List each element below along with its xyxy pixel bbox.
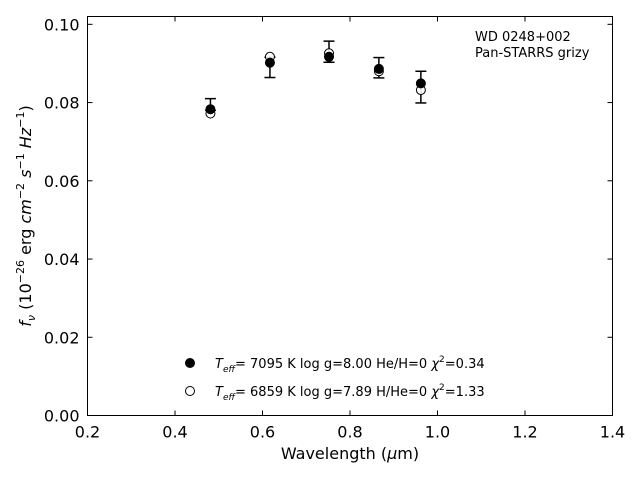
y-tick-label: 0.06 [44,172,80,191]
model-point-filled [205,104,216,115]
x-tick-label: 1.2 [512,423,537,442]
y-tick-label: 0.00 [44,407,80,426]
axis-ticks: 0.2 0.4 0.6 0.8 1.0 1.2 1.4 0.00 0.02 0.04 0.06 0.0… [44,15,625,441]
x-tick-label: 1.4 [600,423,625,442]
annotation-line-1: WD 0248+002 [475,30,571,45]
legend-1-teff: 7095 K [250,357,296,372]
x-tick-label: 0.4 [162,423,187,442]
legend-marker-open [185,386,195,396]
legend-entry-2: Teff= 6859 K log g=7.89 H/He=0 χ2=1.33 [215,383,485,403]
model-point-filled [373,63,384,74]
y-tick-label: 0.04 [44,250,80,269]
legend-1-chi: =0.34 [445,357,485,372]
annotation-line-2: Pan-STARRS grizy [475,46,590,61]
plot-frame [87,16,613,416]
legend-2-chi: =1.33 [445,385,485,400]
model-point-filled [324,51,334,62]
model-point-filled [415,78,426,89]
y-tick-label: 0.02 [44,328,80,347]
x-axis-label: Wavelength (μm) [281,444,419,463]
data-points [205,48,426,119]
legend-1-comp: He/H=0 [376,357,427,372]
legend-1-logg: log g=8.00 [300,357,372,372]
legend-entry-1: Teff= 7095 K log g=8.00 He/H=0 χ2=0.34 [215,355,485,375]
x-tick-label: 1.0 [425,423,450,442]
y-tick-label: 0.10 [44,15,80,34]
y-axis-label: fν (10−26 erg cm−2 s−1 Hz−1) [14,105,38,326]
legend-2-logg: log g=7.89 [300,385,372,400]
legend: Teff= 7095 K log g=8.00 He/H=0 χ2=0.34 T… [185,355,485,403]
x-tick-label: 0.8 [337,423,362,442]
y-tick-label: 0.08 [44,94,80,113]
x-tick-label: 0.2 [75,423,100,442]
legend-2-comp: H/He=0 [376,385,427,400]
legend-2-teff: 6859 K [250,385,296,400]
x-tick-label: 0.6 [250,423,275,442]
error-bars [204,40,427,112]
model-point-filled [264,57,275,68]
legend-marker-filled [185,358,195,368]
